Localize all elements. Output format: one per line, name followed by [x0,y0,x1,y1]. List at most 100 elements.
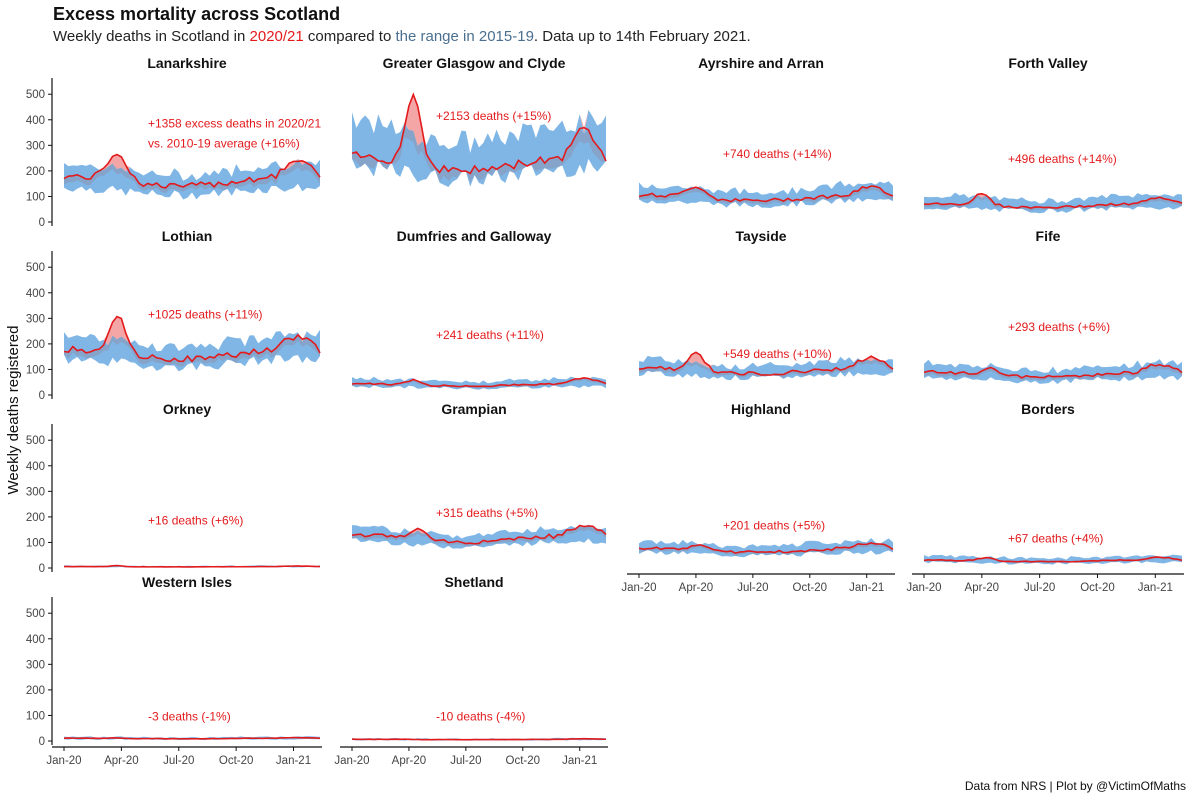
x-tick-label: Apr-20 [679,582,714,594]
x-tick-label: Jan-21 [1138,582,1173,594]
range-overlap [352,377,606,389]
chart-title: Excess mortality across Scotland [53,4,341,24]
panel-title: Lothian [162,228,213,244]
panel-annotation: +315 deaths (+5%) [436,506,538,520]
current-series-line [638,541,894,555]
x-tick-label: Jan-21 [276,755,311,767]
panel-tayside: Tayside +549 deaths (+10%) [638,228,894,381]
panel-annotation: +1025 deaths (+11%) [148,307,263,321]
panel-annotation-line2: vs. 2010-19 average (+16%) [148,136,300,150]
panel-grampian: Grampian +315 deaths (+5%) [351,401,607,549]
y-axis-label: Weekly deaths registered [5,326,22,495]
subtitle-range-highlight: the range in 2015-19 [395,28,534,45]
excess-area [639,352,893,370]
panel-title: Forth Valley [1008,55,1088,71]
panel-highland: Highland +201 deaths (+5%) Jan-20 Apr-20 Jul… [621,401,895,594]
panel-title: Western Isles [142,574,232,590]
range-overlap [639,358,893,378]
panel-annotation: +1358 excess deaths in 2020/21 [148,116,321,130]
panel-annotation: +16 deaths (+6%) [148,514,243,528]
panel-forth-valley: Forth Valley +496 deaths (+14%) [923,55,1183,214]
x-tick-label: Apr-20 [965,582,1000,594]
range-band [639,180,893,209]
panel-borders: Borders +67 deaths (+4%) Jan-20 Apr-20 Jul-2… [906,401,1184,594]
range-band [352,376,606,390]
panel-shetland: Shetland -10 deaths (-4%) Jan-20 Apr-20 Jul-… [334,574,608,767]
subtitle-suffix: . Data up to 14th February 2021. [533,28,751,45]
panel-title: Fife [1036,228,1061,244]
y-tick-label: 200 [26,166,45,178]
panel-title: Lanarkshire [147,55,227,71]
current-series-line [351,377,607,388]
x-tick-label: Jan-21 [849,582,884,594]
panel-annotation: +201 deaths (+5%) [723,519,825,533]
range-band [639,355,893,381]
y-tick-label: 100 [26,364,45,376]
current-series-line [638,185,894,203]
y-tick-label: 400 [26,115,45,127]
current-series-line [638,351,894,376]
panel-title: Borders [1021,401,1075,417]
y-tick-label: 0 [39,390,45,402]
panel-title: Highland [731,401,791,417]
subtitle-middle: compared to [303,28,396,45]
y-tick-label: 0 [39,736,45,748]
x-tick-label: Oct-20 [793,582,828,594]
panel-title: Ayrshire and Arran [698,55,824,71]
panel-annotation: +549 deaths (+10%) [723,347,832,361]
panel-annotation: -3 deaths (-1%) [148,710,231,724]
current-series-line [923,192,1183,210]
y-tick-label: 200 [26,685,45,697]
x-tick-label: Jan-20 [906,582,941,594]
current-series-line [63,564,321,568]
y-tick-label: 100 [26,191,45,203]
x-tick-label: Oct-20 [1080,582,1115,594]
panel-fife: Fife +293 deaths (+6%) [923,228,1183,385]
y-tick-label: 300 [26,659,45,671]
x-tick-label: Jan-21 [562,755,597,767]
panel-title: Tayside [735,228,786,244]
y-tick-label: 100 [26,537,45,549]
x-tick-label: Jul-20 [450,755,481,767]
y-tick-label: 500 [26,435,45,447]
range-overlap [352,126,606,182]
panel-annotation: -10 deaths (-4%) [436,710,525,724]
x-tick-label: Apr-20 [104,755,139,767]
current-series-line [923,363,1183,379]
x-tick-label: Oct-20 [219,755,254,767]
current-series-line [351,92,607,175]
range-overlap [64,334,320,367]
panel-dumfries-and-galloway: Dumfries and Galloway +241 deaths (+11%) [351,228,607,390]
panel-orkney: Orkney +16 deaths (+6%) 0 100 200 300 400 500 [26,401,321,575]
panel-annotation: +496 deaths (+14%) [1008,152,1117,166]
panel-lothian: Lothian +1025 deaths (+11%) 0 100 200 300 400 5… [26,228,321,402]
x-tick-label: Jul-20 [1024,582,1055,594]
panel-annotation: +293 deaths (+6%) [1008,320,1110,334]
panel-lanarkshire: Lanarkshire +1358 excess deaths in 2020/2… [26,55,322,229]
panel-western-isles: Western Isles -3 deaths (-1%) 0 100 200 300 40… [26,574,322,767]
chart-caption: Data from NRS | Plot by @VictimOfMaths [964,779,1186,793]
panel-title: Grampian [441,401,506,417]
y-tick-label: 500 [26,89,45,101]
panel-annotation: +67 deaths (+4%) [1008,531,1103,545]
y-tick-label: 300 [26,313,45,325]
range-overlap [64,161,320,194]
current-series-line [63,315,321,363]
subtitle-current-highlight: 2020/21 [249,28,304,45]
panel-annotation: +2153 deaths (+15%) [436,109,551,123]
y-tick-label: 0 [39,217,45,229]
x-tick-label: Apr-20 [392,755,427,767]
x-tick-label: Jul-20 [737,582,768,594]
x-tick-label: Jan-20 [334,755,369,767]
y-tick-label: 0 [39,563,45,575]
panel-title: Greater Glasgow and Clyde [383,55,566,71]
excess-area [352,94,606,153]
range-band [924,359,1182,385]
x-tick-label: Oct-20 [506,755,541,767]
panel-annotation: +740 deaths (+14%) [723,147,832,161]
y-tick-label: 500 [26,608,45,620]
y-tick-label: 100 [26,710,45,722]
y-tick-label: 200 [26,339,45,351]
subtitle-prefix: Weekly deaths in Scotland in [53,28,250,45]
